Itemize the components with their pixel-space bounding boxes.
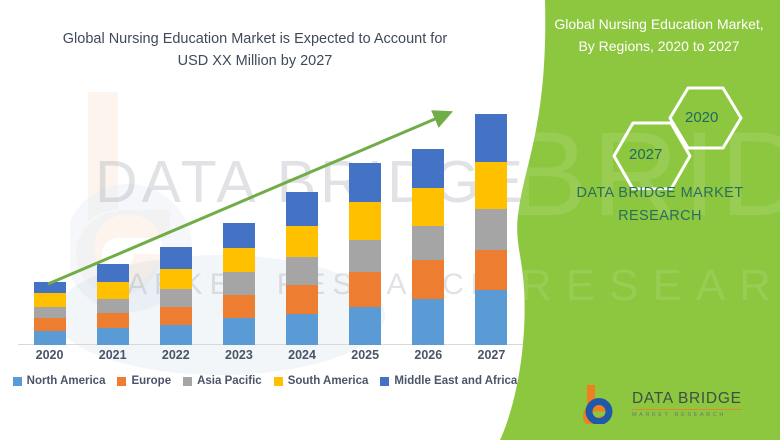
bar-segment-north-america: [286, 314, 319, 345]
bar-segment-south-america: [412, 188, 445, 227]
brand-name: DATA BRIDGE MARKET RESEARCH: [540, 182, 780, 228]
legend-swatch-icon: [273, 376, 283, 386]
legend-label: South America: [287, 375, 369, 387]
hexagon-2020-shape: [668, 86, 743, 150]
legend-label: Asia Pacific: [197, 375, 262, 387]
bar-segment-asia-pacific: [33, 307, 66, 319]
data-bridge-b-logo-icon: [583, 385, 613, 424]
bar-2026: [412, 149, 445, 345]
bar-segment-asia-pacific: [412, 226, 445, 260]
bar-segment-north-america: [159, 325, 192, 345]
bar-segment-asia-pacific: [286, 256, 319, 285]
x-axis-label-2027: 2027: [477, 348, 506, 362]
bar-2021: [96, 263, 129, 345]
chart-title-line-1: Global Nursing Education Market is Expec…: [62, 31, 448, 47]
chart-panel: Global Nursing Education Market is Expec…: [0, 28, 530, 387]
hexagon-outlines-icon: [612, 86, 743, 191]
legend-swatch-icon: [12, 376, 22, 386]
bar-segment-south-america: [286, 226, 319, 257]
bar-segment-south-america: [33, 293, 66, 308]
bar-segment-middle-east-and-africa: [159, 247, 192, 270]
hexagon-label-2020: 2020: [685, 109, 719, 126]
chart-legend: North America Europe Asia Pacific South Ame…: [0, 375, 530, 387]
x-axis-label-2020: 2020: [35, 348, 64, 362]
bar-segment-middle-east-and-africa: [96, 263, 129, 283]
bar-segment-middle-east-and-africa: [412, 149, 445, 189]
hexagon-group: 2020 2027: [585, 85, 765, 191]
bar-segment-europe: [286, 284, 319, 315]
legend-swatch-icon: [380, 376, 390, 386]
bar-segment-middle-east-and-africa: [286, 192, 319, 227]
bar-segment-europe: [412, 259, 445, 299]
bar-segment-europe: [159, 307, 192, 326]
bar-segment-europe: [96, 312, 129, 329]
x-axis-label-2026: 2026: [414, 348, 443, 362]
bar-segment-south-america: [349, 202, 382, 241]
bar-segment-north-america: [412, 298, 445, 345]
logo-sub-text: MARKET RESEARCH: [632, 412, 726, 418]
plot-area: [18, 100, 523, 345]
bar-segment-asia-pacific: [349, 240, 382, 273]
brand-name-line-2: RESEARCH: [618, 208, 702, 225]
bar-segment-north-america: [222, 318, 255, 345]
legend-item-south-america[interactable]: South America: [273, 375, 369, 387]
axis-baseline: [18, 344, 523, 345]
bar-segment-middle-east-and-africa: [33, 282, 66, 294]
company-logo: DATA BRIDGE MARKET RESEARCH: [582, 382, 777, 426]
bar-2020: [33, 282, 66, 345]
bar-segment-europe: [222, 294, 255, 319]
bar-2022: [159, 247, 192, 345]
panel-title-line-1: Global Nursing Education Market,: [554, 16, 764, 32]
trend-arrow-icon: [47, 110, 454, 286]
legend-swatch-icon: [183, 376, 193, 386]
bar-2024: [286, 192, 319, 345]
legend-item-middle-east-and-africa[interactable]: Middle East and Africa: [380, 375, 517, 387]
logo-main-text: DATA BRIDGE: [632, 390, 742, 410]
legend-swatch-icon: [117, 376, 127, 386]
bar-segment-north-america: [349, 307, 382, 345]
green-panel-content: Global Nursing Education Market, By Regi…: [530, 0, 780, 440]
bar-segment-europe: [33, 318, 66, 331]
bar-segment-europe: [349, 272, 382, 308]
x-axis: 2020 2021 2022 2023 2024 2025 2026 2027: [18, 348, 523, 370]
x-axis-label-2025: 2025: [351, 348, 380, 362]
bar-segment-south-america: [222, 248, 255, 273]
bar-2023: [222, 223, 255, 345]
bar-segment-asia-pacific: [96, 298, 129, 313]
x-axis-label-2021: 2021: [98, 348, 127, 362]
chart-title: Global Nursing Education Market is Expec…: [20, 28, 490, 73]
legend-item-europe[interactable]: Europe: [117, 375, 171, 387]
bar-segment-asia-pacific: [222, 272, 255, 295]
legend-label: North America: [26, 375, 106, 387]
legend-label: Middle East and Africa: [394, 375, 518, 387]
bar-segment-asia-pacific: [159, 289, 192, 308]
x-axis-label-2024: 2024: [288, 348, 316, 362]
bar-segment-north-america: [96, 328, 129, 345]
bar-2025: [349, 163, 382, 345]
hexagon-2027-shape: [612, 121, 692, 191]
legend-label: Europe: [131, 375, 172, 387]
brand-name-line-1: DATA BRIDGE MARKET: [576, 185, 744, 201]
bar-segment-south-america: [96, 282, 129, 299]
panel-title: Global Nursing Education Market, By Regi…: [538, 14, 780, 57]
legend-item-asia-pacific[interactable]: Asia Pacific: [183, 375, 262, 387]
chart-title-line-2: USD XX Million by 2027: [177, 53, 333, 70]
x-axis-label-2022: 2022: [161, 348, 190, 362]
bar-segment-south-america: [159, 269, 192, 290]
bar-segment-middle-east-and-africa: [349, 163, 382, 203]
bar-segment-middle-east-and-africa: [222, 223, 255, 249]
bar-segment-north-america: [33, 331, 66, 345]
hexagon-label-2027: 2027: [629, 146, 663, 163]
panel-title-line-2: By Regions, 2020 to 2027: [578, 37, 740, 54]
x-axis-label-2023: 2023: [225, 348, 253, 362]
legend-item-north-america[interactable]: North America: [12, 375, 106, 387]
